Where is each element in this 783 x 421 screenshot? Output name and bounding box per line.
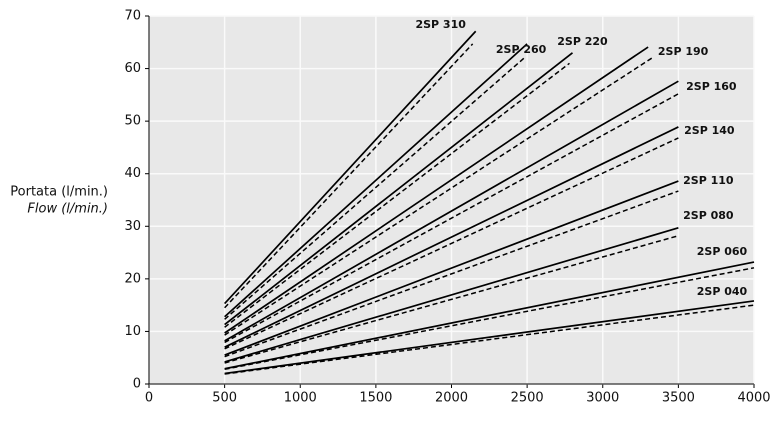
series-label: 2SP 040 [697, 285, 748, 298]
series-label: 2SP 190 [658, 45, 709, 58]
flow-line-dashed [224, 62, 570, 328]
x-tick-label: 500 [212, 391, 237, 406]
flow-line [224, 261, 755, 370]
flow-line-dashed [224, 304, 755, 375]
y-tick-label: 20 [124, 271, 141, 286]
flow-line-dashed [224, 137, 679, 350]
flow-line [224, 126, 679, 348]
y-tick-label: 50 [124, 114, 141, 129]
flow-line [224, 300, 755, 375]
flow-line-dashed [224, 93, 679, 344]
flow-line [224, 180, 679, 356]
y-axis-label: Flow (l/min.) [27, 202, 108, 217]
flow-line-dashed [224, 57, 653, 336]
x-tick-label: 3500 [662, 391, 695, 406]
flow-line-dashed [224, 43, 474, 309]
x-tick-label: 2500 [511, 391, 544, 406]
flow-line [224, 52, 574, 326]
series-label: 2SP 310 [415, 18, 466, 31]
flow-line-dashed [224, 235, 679, 364]
series-label: 2SP 160 [686, 80, 737, 93]
flow-line-dashed [224, 267, 755, 371]
flow-line [224, 43, 528, 318]
flow-line [224, 80, 679, 342]
flow-line-dashed [224, 190, 679, 358]
y-tick-label: 0 [133, 377, 141, 392]
x-tick-label: 0 [145, 391, 153, 406]
x-tick-label: 1500 [359, 391, 392, 406]
series-label: 2SP 140 [684, 124, 735, 137]
series-label: 2SP 260 [496, 43, 547, 56]
y-axis-label: Portata (l/min.) [10, 185, 108, 200]
y-tick-label: 70 [124, 9, 141, 24]
series-label: 2SP 080 [683, 209, 734, 222]
y-tick-label: 30 [124, 219, 141, 234]
series-label: 2SP 110 [683, 174, 734, 187]
flow-line [224, 30, 477, 305]
x-tick-label: 2000 [435, 391, 468, 406]
flow-line-dashed [224, 57, 525, 320]
y-tick-label: 40 [124, 166, 141, 181]
y-tick-label: 60 [124, 61, 141, 76]
series-label: 2SP 060 [697, 245, 748, 258]
y-tick-label: 10 [124, 324, 141, 339]
flow-line [224, 227, 679, 363]
x-tick-label: 4000 [737, 391, 770, 406]
series-label: 2SP 220 [557, 35, 608, 48]
x-tick-label: 1000 [284, 391, 317, 406]
x-tick-label: 3000 [586, 391, 619, 406]
flow-line [224, 46, 649, 334]
